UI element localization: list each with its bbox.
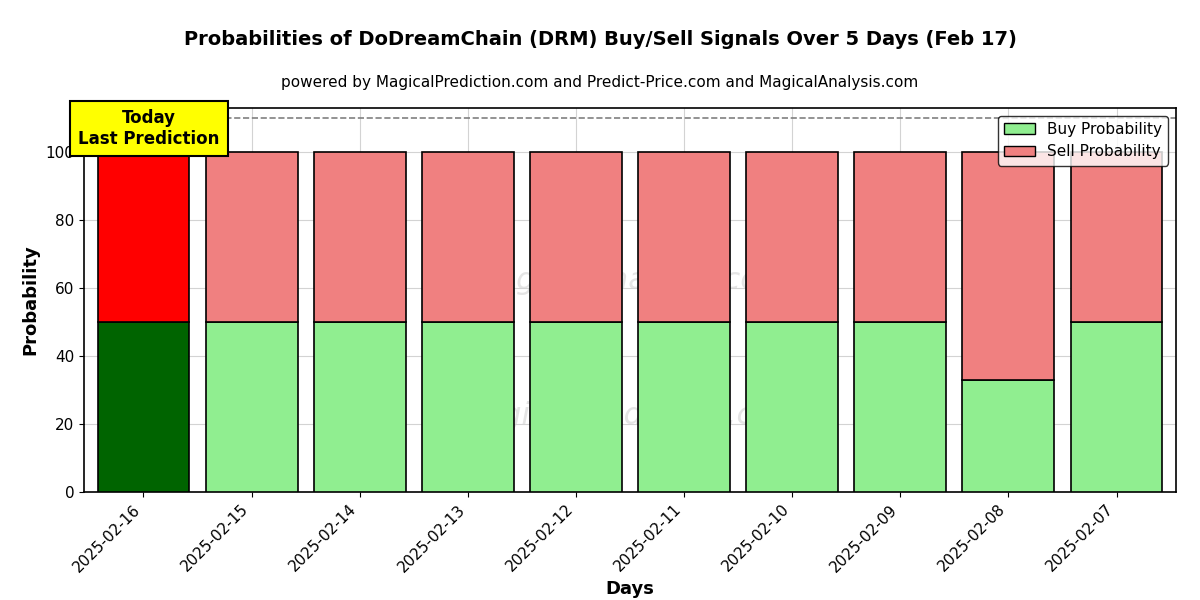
Bar (746, 152, 838, 322)
Bar (962, 380, 1055, 492)
Bar (1070, 322, 1163, 492)
Bar (854, 322, 947, 492)
Bar (530, 322, 622, 492)
Y-axis label: Probability: Probability (22, 245, 40, 355)
Bar (422, 322, 514, 492)
Bar (313, 152, 406, 322)
Text: MagicalPrediction.com: MagicalPrediction.com (457, 401, 803, 430)
Text: Today
Last Prediction: Today Last Prediction (78, 109, 220, 148)
Bar (97, 322, 190, 492)
Bar (530, 152, 622, 322)
Bar (854, 152, 947, 322)
X-axis label: Days: Days (606, 580, 654, 598)
Bar (422, 152, 514, 322)
Bar (638, 322, 730, 492)
Bar (746, 322, 838, 492)
Bar (97, 152, 190, 322)
Bar (205, 322, 298, 492)
Text: powered by MagicalPrediction.com and Predict-Price.com and MagicalAnalysis.com: powered by MagicalPrediction.com and Pre… (281, 75, 919, 90)
Bar (962, 152, 1055, 380)
Bar (313, 322, 406, 492)
Bar (205, 152, 298, 322)
Legend: Buy Probability, Sell Probability: Buy Probability, Sell Probability (998, 116, 1169, 166)
Bar (638, 152, 730, 322)
Text: Probabilities of DoDreamChain (DRM) Buy/Sell Signals Over 5 Days (Feb 17): Probabilities of DoDreamChain (DRM) Buy/… (184, 30, 1016, 49)
Bar (1070, 152, 1163, 322)
Text: MagicalAnalysis.com: MagicalAnalysis.com (472, 266, 788, 295)
